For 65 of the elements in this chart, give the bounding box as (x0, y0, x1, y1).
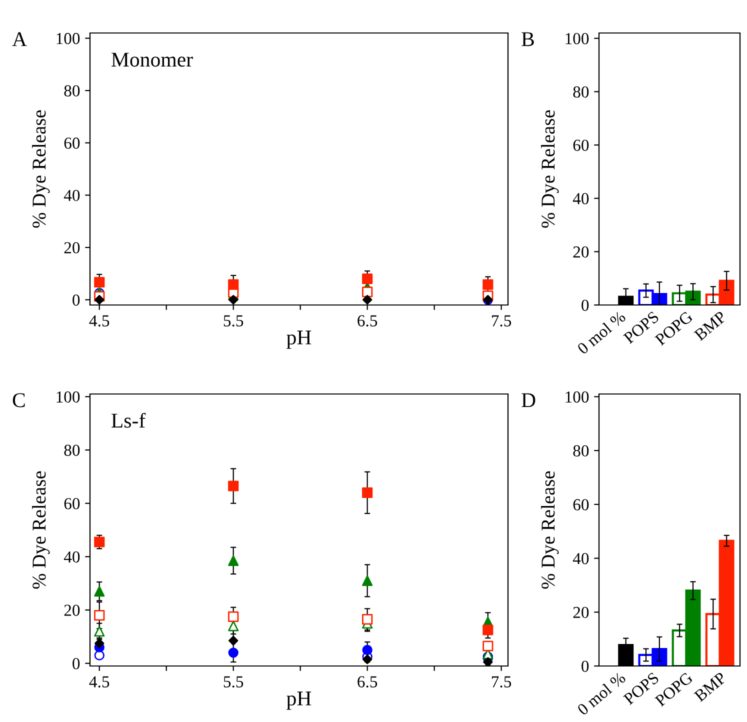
y-tick-label: 0 (72, 658, 80, 670)
y-tick-label: 60 (64, 138, 80, 149)
y-tick-label: 100 (566, 33, 589, 44)
x-tick-label: 4.5 (89, 676, 110, 688)
point (228, 279, 239, 290)
point (228, 636, 238, 646)
point (362, 487, 373, 498)
y-tick-label: 80 (64, 444, 80, 456)
y-tick-label: 40 (572, 552, 589, 564)
text: Monomer (112, 52, 193, 67)
y-tick-label: 100 (566, 391, 589, 403)
y-tick-label: 0 (72, 294, 80, 306)
y-axis-title: % Dye Release (541, 471, 559, 589)
text: D (522, 393, 536, 408)
y-tick-label: 20 (573, 246, 589, 258)
point (94, 610, 105, 621)
point (362, 575, 373, 586)
point (362, 614, 373, 625)
y-tick-label: 0 (582, 660, 589, 672)
x-axis-title: pH (286, 692, 312, 710)
y-tick-label: 100 (56, 32, 80, 44)
x-axis-title: pH (286, 330, 312, 349)
text: C (12, 393, 25, 408)
y-tick-label: 40 (572, 193, 589, 204)
y-tick-label: 20 (64, 242, 80, 254)
point (228, 294, 238, 305)
x-tick-label: 7.5 (492, 676, 512, 688)
y-tick-label: 60 (64, 498, 80, 510)
x-tick-label: 5.5 (224, 676, 244, 688)
y-tick-label: 60 (573, 499, 589, 510)
point (94, 294, 104, 305)
y-tick-label: 80 (573, 445, 589, 456)
y-tick-label: 100 (56, 391, 80, 403)
point (94, 276, 105, 288)
y-tick-label: 20 (64, 604, 80, 616)
y-tick-label: 80 (64, 85, 80, 96)
point (362, 274, 373, 284)
point (228, 555, 239, 566)
x-tick-label: 7.5 (492, 315, 512, 327)
point (228, 480, 239, 492)
y-tick-label: 20 (573, 606, 589, 618)
y-axis-title: % Dye Release (541, 110, 559, 228)
y-tick-label: 80 (573, 86, 589, 98)
x-tick-label: 4.5 (89, 315, 110, 327)
y-tick-label: 0 (582, 300, 589, 311)
x-tick-label: 6.5 (358, 315, 378, 327)
x-tick-label: 5.5 (224, 315, 244, 327)
y-tick-label: 40 (64, 190, 80, 202)
y-axis-title: % Dye Release (32, 110, 50, 228)
x-tick-label: 6.5 (358, 676, 378, 688)
point (362, 654, 372, 664)
point (362, 294, 372, 305)
point (94, 586, 105, 597)
point (483, 657, 493, 666)
point (482, 624, 494, 636)
point (228, 611, 239, 622)
text: A (12, 32, 27, 46)
y-axis-title: % Dye Release (32, 471, 50, 589)
text: B (522, 32, 534, 46)
point (228, 620, 239, 632)
y-tick-label: 60 (573, 140, 589, 151)
point (482, 279, 494, 290)
y-tick-label: 40 (64, 551, 80, 563)
text: Ls-f (112, 412, 146, 428)
point (482, 640, 494, 652)
